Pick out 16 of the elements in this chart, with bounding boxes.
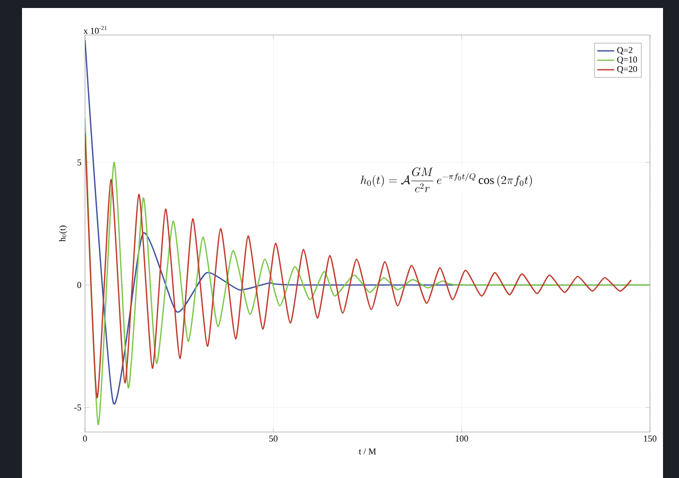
x-tick-label: 100 — [456, 436, 468, 442]
line-series — [85, 118, 650, 426]
annotation: $h_0(t) = \mathcal{A}\frac{GM}{c^2 r}\, e^{-\pi f_0 t/Q}\cos\left(2\pi f_0 t\right)$ — [360, 167, 532, 192]
legend-label: Q=20 — [617, 66, 638, 74]
x-axis-title: t / M — [358, 448, 376, 454]
x-tick-label: 150 — [644, 436, 656, 442]
line-series — [85, 132, 632, 398]
y-axis-title: h$_{0}$(t) — [59, 226, 68, 242]
y-tick-label: -5 — [74, 404, 82, 410]
y-tick-label: 0 — [77, 282, 82, 288]
text: x 10$^{-21}$ — [83, 26, 107, 34]
legend-label: Q=2 — [617, 47, 632, 55]
x-tick-label: 0 — [83, 436, 87, 442]
y-tick-label: 5 — [78, 159, 82, 166]
legend-label: Q=10 — [617, 56, 638, 64]
x-tick-label: 50 — [269, 436, 278, 442]
